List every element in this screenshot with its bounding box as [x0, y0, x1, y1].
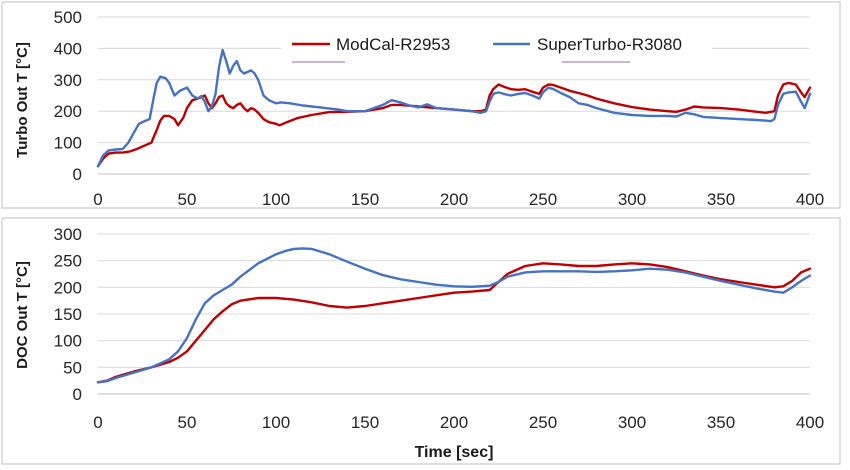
y-tick-label: 400: [54, 39, 82, 58]
y-tick-label: 300: [54, 225, 82, 244]
y-tick-label: 100: [54, 134, 82, 153]
series-line-superturbo-r3080: [96, 247, 812, 384]
x-tick-label: 100: [262, 413, 290, 432]
y-tick-label: 300: [54, 71, 82, 90]
x-tick-label: 50: [178, 190, 197, 209]
y-tick-labels: 0 100 200 300 400 500: [54, 8, 82, 184]
x-tick-label: 0: [93, 190, 102, 209]
y-axis-label: DOC Out T [°C]: [14, 261, 31, 369]
x-tick-label: 0: [93, 413, 102, 432]
x-tick-label: 400: [796, 413, 824, 432]
turbo-out-temperature-chart: 0 100 200 300 400 500 0 50 100 150 200 250 300 350 40…: [14, 8, 824, 209]
x-tick-label: 300: [618, 190, 646, 209]
legend-label-modcal: ModCal-R2953: [336, 35, 450, 54]
x-tick-label: 350: [707, 413, 735, 432]
doc-out-temperature-chart: 0 50 100 150 200 250 300 0 50 100 150 200 250 300 350…: [14, 225, 824, 461]
y-tick-labels: 0 50 100 150 200 250 300: [54, 225, 82, 404]
y-axis-label: Turbo Out T [°C]: [14, 42, 31, 158]
x-axis-label: Time [sec]: [415, 444, 494, 461]
legend: ModCal-R2953 SuperTurbo-R3080: [282, 24, 712, 64]
x-tick-label: 200: [440, 413, 468, 432]
x-tick-label: 150: [351, 190, 379, 209]
x-tick-label: 100: [262, 190, 290, 209]
y-tick-label: 0: [73, 165, 82, 184]
x-tick-labels: 0 50 100 150 200 250 300 350 400: [93, 413, 824, 432]
x-tick-label: 150: [351, 413, 379, 432]
y-tick-label: 250: [54, 252, 82, 271]
y-tick-label: 50: [63, 358, 82, 377]
x-tick-label: 200: [440, 190, 468, 209]
series-line-superturbo-r3080: [96, 48, 812, 168]
y-tick-label: 200: [54, 102, 82, 121]
x-tick-label: 50: [178, 413, 197, 432]
x-tick-label: 250: [529, 413, 557, 432]
y-tick-label: 150: [54, 305, 82, 324]
legend-label-superturbo: SuperTurbo-R3080: [537, 35, 682, 54]
x-tick-label: 400: [796, 190, 824, 209]
y-tick-label: 100: [54, 332, 82, 351]
y-tick-label: 200: [54, 278, 82, 297]
y-tick-label: 500: [54, 8, 82, 27]
series-line-modcal-r2953: [96, 81, 812, 168]
x-tick-label: 250: [529, 190, 557, 209]
y-tick-label: 0: [73, 385, 82, 404]
x-tick-label: 350: [707, 190, 735, 209]
x-tick-label: 300: [618, 413, 646, 432]
x-tick-labels: 0 50 100 150 200 250 300 350 400: [93, 190, 824, 209]
series-lines: [96, 247, 812, 384]
series-lines: [96, 48, 812, 168]
